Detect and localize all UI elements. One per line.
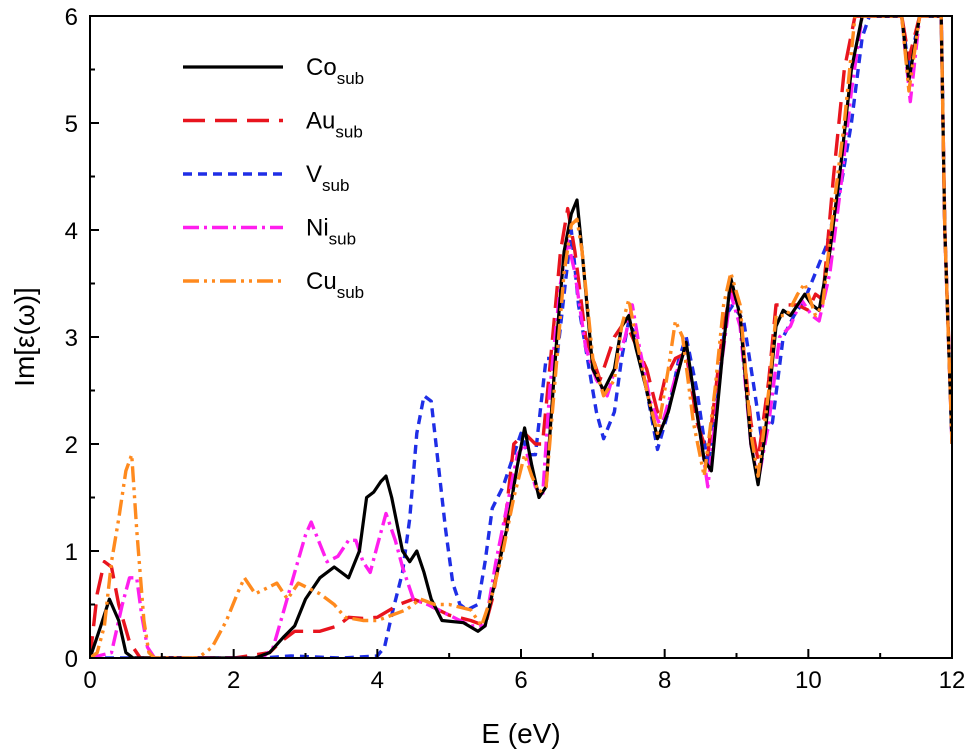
y-tick-label: 5 <box>65 111 78 138</box>
legend-label-au: Ausub <box>306 108 363 142</box>
plot-frame <box>89 15 953 659</box>
legend-label-ni: Nisub <box>306 215 356 249</box>
y-tick-label: 3 <box>65 325 78 352</box>
series-layer <box>90 16 952 658</box>
x-axis-label: E (eV) <box>481 718 560 749</box>
x-tick-label: 10 <box>795 667 822 694</box>
x-tick-label: 2 <box>227 667 240 694</box>
series-line-v <box>90 16 952 658</box>
x-tick-label: 6 <box>514 667 527 694</box>
series-line-co <box>90 16 952 658</box>
x-tick-label: 4 <box>371 667 384 694</box>
legend: Cosub Ausub Vsub Nisub Cusub <box>183 54 364 302</box>
legend-label-v: Vsub <box>306 161 349 195</box>
legend-label-cu: Cusub <box>306 268 364 302</box>
y-tick-label: 6 <box>65 4 78 31</box>
y-axis-label: Im[ε(ω)] <box>9 287 40 387</box>
legend-label-co: Cosub <box>306 54 364 88</box>
y-tick-label: 0 <box>65 646 78 673</box>
series-line-au <box>90 16 952 658</box>
series-line-ni <box>90 16 952 658</box>
x-tick-label: 8 <box>658 667 671 694</box>
y-tick-label: 1 <box>65 539 78 566</box>
y-tick-label: 4 <box>65 218 78 245</box>
x-tick-label: 12 <box>939 667 966 694</box>
y-tick-label: 2 <box>65 432 78 459</box>
x-tick-label: 0 <box>83 667 96 694</box>
series-line-cu <box>90 16 952 658</box>
